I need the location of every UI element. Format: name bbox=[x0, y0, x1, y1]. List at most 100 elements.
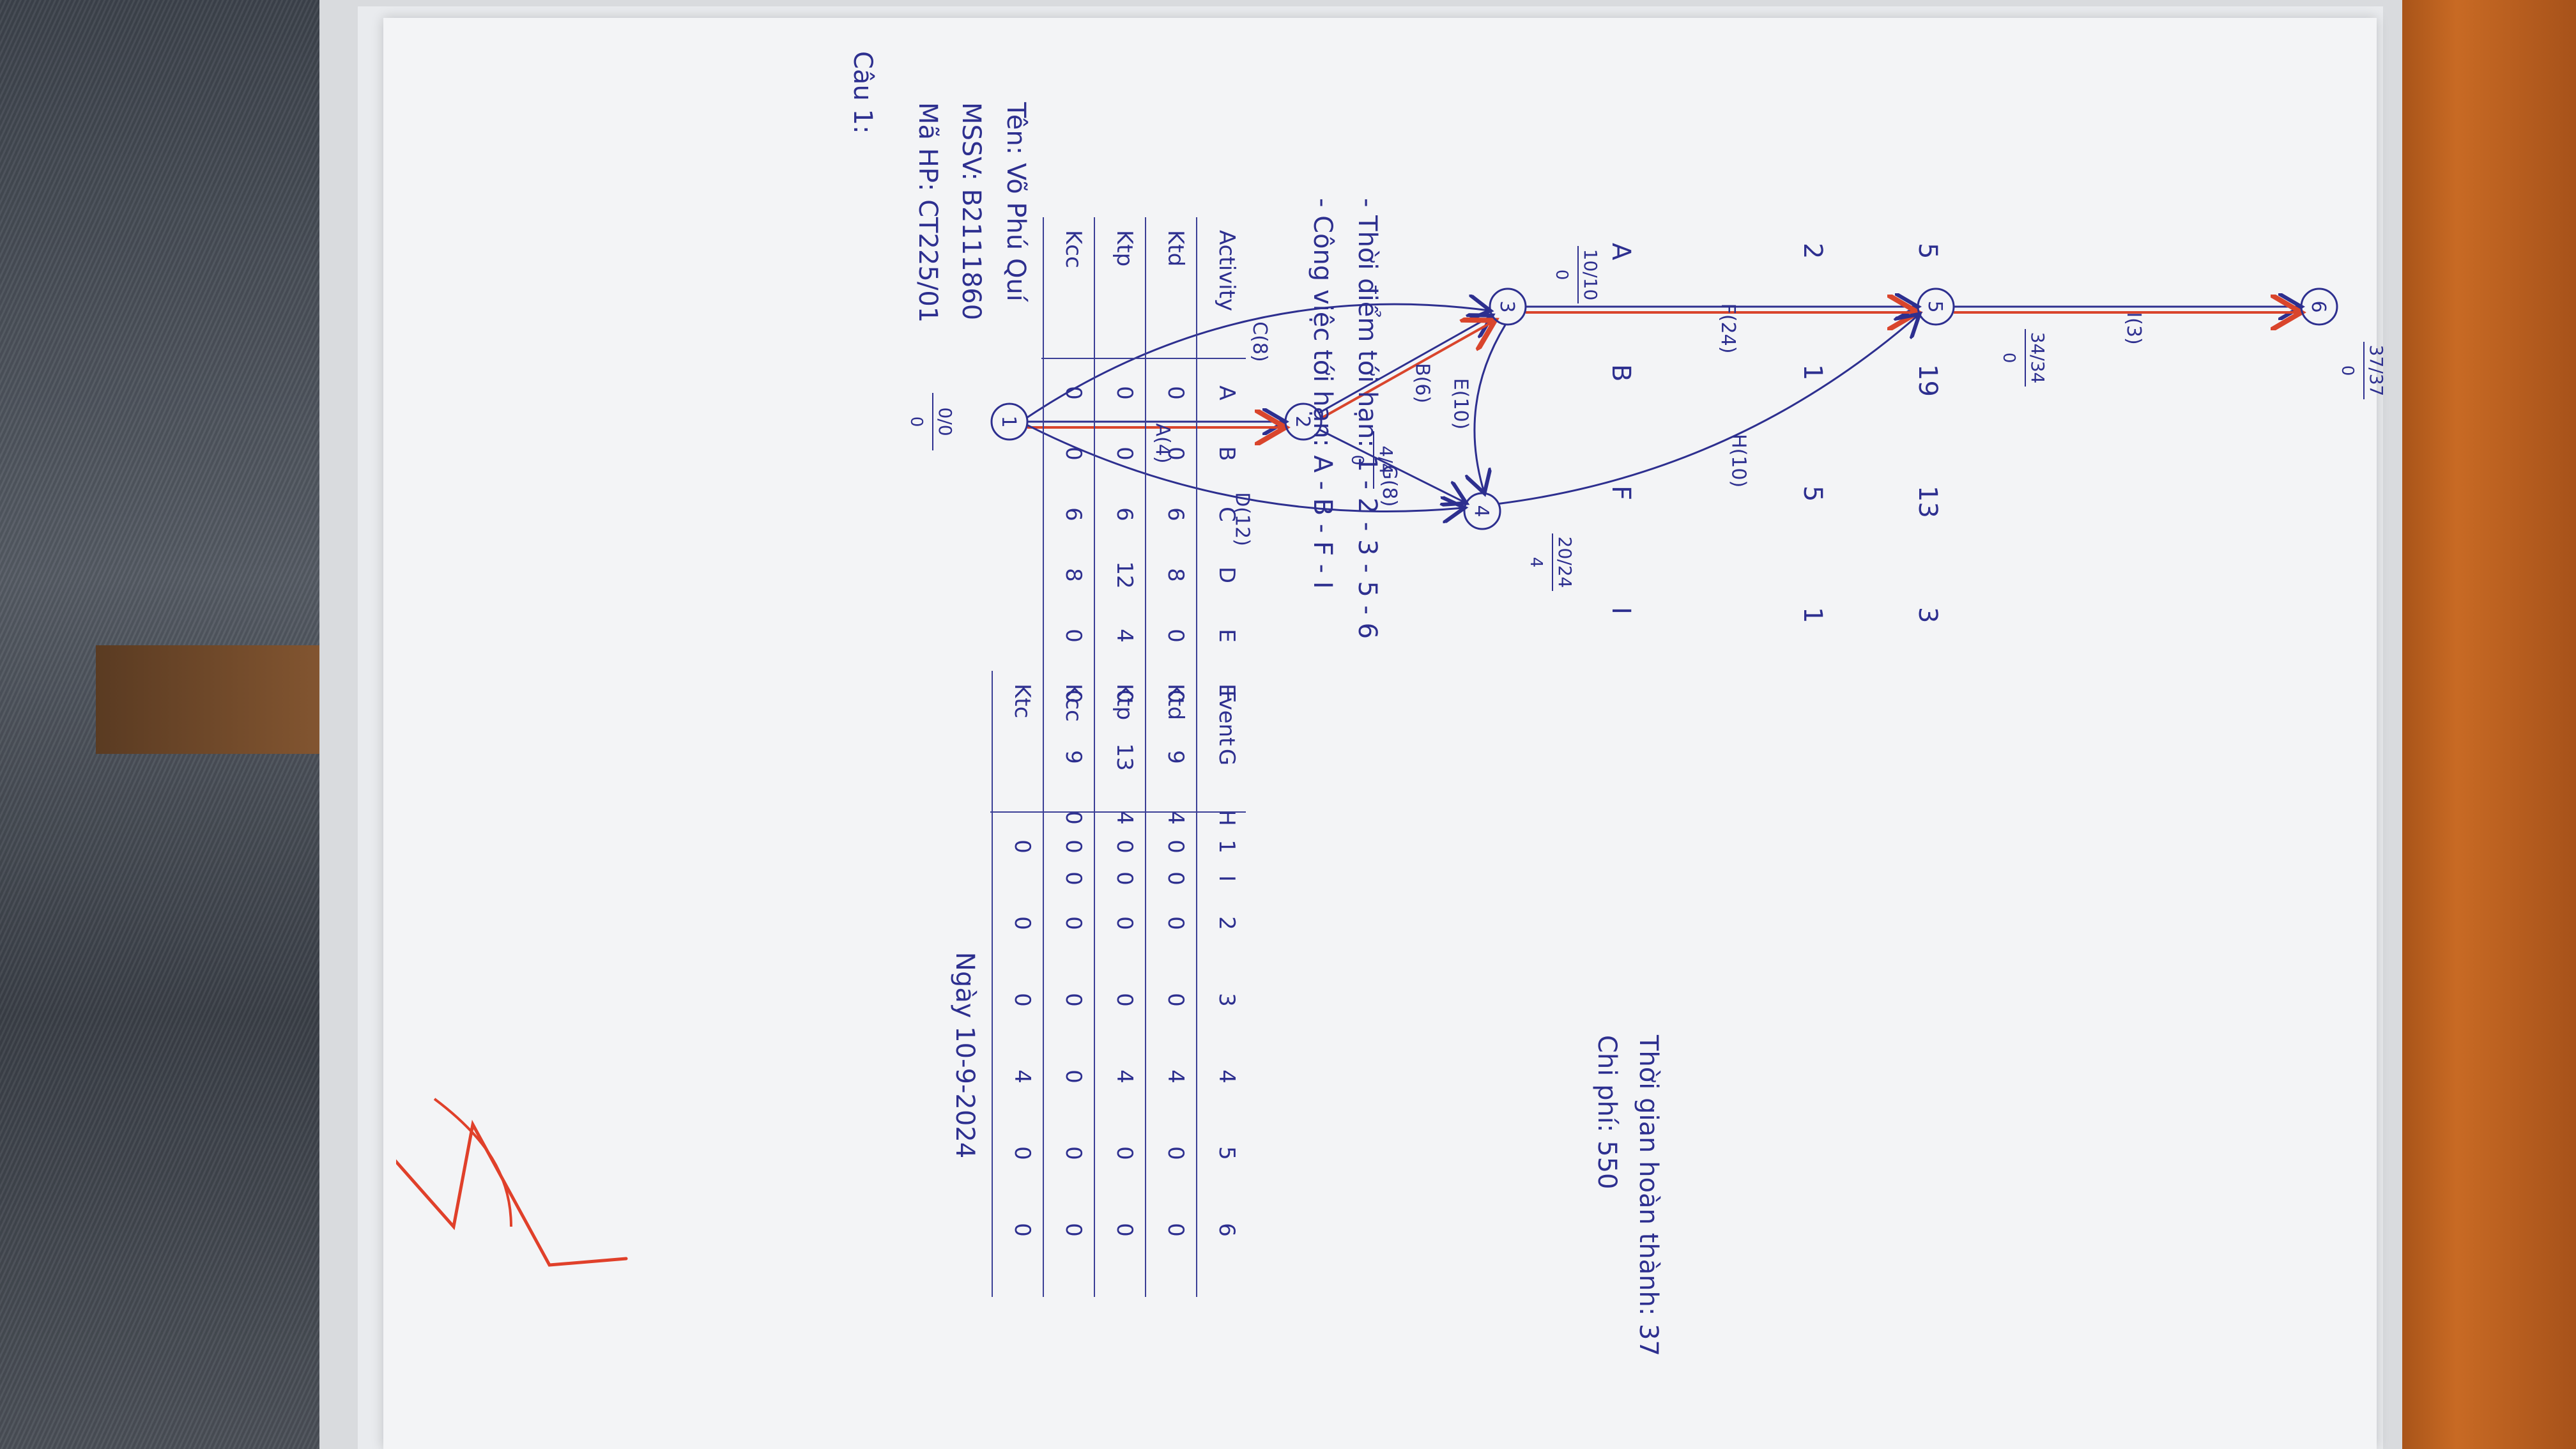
table-row-label: Ktp bbox=[1112, 230, 1137, 267]
edge-e bbox=[1475, 324, 1506, 493]
event-node-3: 3 10/10 0 bbox=[1489, 246, 1601, 326]
table-cell: 0 bbox=[1163, 993, 1188, 1007]
crash-value: 1 bbox=[1798, 364, 1827, 381]
table-column-header: C bbox=[1214, 507, 1239, 522]
event-times-5: 34/34 bbox=[2027, 332, 2048, 384]
svg-text:3: 3 bbox=[1496, 300, 1518, 312]
svg-text:1: 1 bbox=[997, 415, 1020, 427]
event-slack-6: 0 bbox=[2338, 365, 2357, 376]
table-vertical-divider bbox=[1041, 358, 1246, 359]
edge-label: F(24) bbox=[1717, 303, 1739, 354]
table-row-label: Ktp bbox=[1112, 684, 1137, 721]
event-node-4: 4 20/24 4 bbox=[1463, 492, 1575, 591]
event-times-4: 20/24 bbox=[1554, 537, 1575, 588]
table-cell: 0 bbox=[1061, 1223, 1086, 1237]
table-column-header: B bbox=[1214, 446, 1239, 461]
event-slack-1: 0 bbox=[907, 417, 926, 427]
table-cell: 0 bbox=[1061, 629, 1086, 643]
table-cell: 6 bbox=[1061, 507, 1086, 521]
edge-label: I(3) bbox=[2122, 312, 2145, 344]
edge-label: A(4) bbox=[1151, 423, 1174, 463]
table-cell: 6 bbox=[1163, 507, 1188, 521]
crash-cost: 3 bbox=[1913, 607, 1942, 624]
crash-activity: F bbox=[1606, 486, 1636, 501]
table-divider bbox=[1196, 671, 1197, 1297]
table-cell: 0 bbox=[1009, 916, 1035, 930]
table-row-label: Ktc bbox=[1009, 684, 1035, 719]
crash-value: 1 bbox=[1798, 607, 1827, 624]
table-column-header: 2 bbox=[1214, 916, 1239, 930]
edge-label: C(8) bbox=[1248, 321, 1271, 362]
table-cell: 0 bbox=[1061, 993, 1086, 1007]
crash-cost: 19 bbox=[1913, 364, 1942, 397]
event-times-2: 4/4 bbox=[1376, 445, 1397, 474]
red-grade-mark bbox=[396, 1059, 628, 1267]
table-cell: 0 bbox=[1112, 839, 1137, 854]
edge-label: D(12) bbox=[1230, 492, 1253, 546]
table-header-label: Activity bbox=[1214, 230, 1239, 312]
table-row-label: Ktd bbox=[1163, 684, 1188, 721]
table-divider bbox=[1094, 671, 1095, 1297]
table-cell: 0 bbox=[1163, 916, 1188, 930]
table-cell: 0 bbox=[1163, 447, 1188, 461]
table-cell: 0 bbox=[1061, 1070, 1086, 1084]
table-cell: 9 bbox=[1061, 750, 1086, 764]
table-cell: 4 bbox=[1009, 1070, 1035, 1084]
paper-sheet bbox=[383, 18, 2377, 1449]
table-column-header: 5 bbox=[1214, 1146, 1239, 1160]
table-cell: 0 bbox=[1163, 839, 1188, 854]
table-cell: 0 bbox=[1009, 1146, 1035, 1160]
table-cell: 13 bbox=[1112, 743, 1137, 771]
table-cell: 0 bbox=[1163, 1223, 1188, 1237]
table-cell: 0 bbox=[1163, 629, 1188, 643]
table-cell: 0 bbox=[1061, 916, 1086, 930]
handwritten-answer-sheet: Tên: Võ Phú Quí MSSV: B2111860 Mã HP: CT… bbox=[396, 13, 2389, 1444]
table-cell: 4 bbox=[1112, 1070, 1137, 1084]
table-cell: 0 bbox=[1061, 839, 1086, 854]
edge-label: H(10) bbox=[1728, 434, 1750, 487]
table-column-header: A bbox=[1214, 385, 1239, 401]
table-cell: 0 bbox=[1061, 447, 1086, 461]
table-cell: 0 bbox=[1112, 447, 1137, 461]
svg-text:4: 4 bbox=[1470, 505, 1492, 517]
table-cell: 0 bbox=[1061, 386, 1086, 400]
event-node-6: 6 37/37 0 bbox=[2300, 288, 2387, 399]
wooden-table-edge bbox=[2377, 0, 2576, 1449]
activity-network-diagram: A(4) C(8) D(12) B(6) G(8) E(10) F(24) H(10) I(3)… bbox=[907, 246, 2387, 591]
crash-activity: A bbox=[1606, 243, 1636, 261]
table-column-header: D bbox=[1214, 566, 1239, 584]
table-cell: 9 bbox=[1163, 750, 1188, 764]
table-cell: 0 bbox=[1112, 386, 1137, 400]
table-cell: 0 bbox=[1112, 1223, 1137, 1237]
table-cell: 0 bbox=[1009, 1223, 1035, 1237]
svg-text:2: 2 bbox=[1291, 415, 1314, 427]
event-node-1: 1 0/0 0 bbox=[907, 393, 1029, 450]
table-row-label: Ktd bbox=[1163, 230, 1188, 267]
table-cell: 8 bbox=[1163, 568, 1188, 582]
table-header-label: Event bbox=[1214, 684, 1239, 746]
svg-text:5: 5 bbox=[1924, 300, 1946, 312]
table-cell: 4 bbox=[1163, 1070, 1188, 1084]
edge-label: E(10) bbox=[1449, 378, 1471, 430]
event-slack-4: 4 bbox=[1526, 557, 1545, 568]
table-cell: 12 bbox=[1112, 561, 1137, 589]
table-cell: 6 bbox=[1112, 507, 1137, 521]
edge-label: B(6) bbox=[1411, 363, 1434, 403]
svg-text:6: 6 bbox=[2307, 300, 2329, 312]
table-column-header: 3 bbox=[1214, 993, 1239, 1007]
event-times-6: 37/37 bbox=[2366, 345, 2387, 397]
table-column-header: 4 bbox=[1214, 1070, 1239, 1084]
event-times-3: 10/10 bbox=[1580, 249, 1601, 301]
event-node-5: 5 34/34 0 bbox=[1917, 288, 2048, 387]
table-cell: 0 bbox=[1009, 839, 1035, 854]
crash-cost: 5 bbox=[1913, 243, 1942, 259]
crash-cost: 13 bbox=[1913, 486, 1942, 518]
edge-g bbox=[1319, 429, 1466, 503]
critical-path-b bbox=[1321, 321, 1495, 419]
table-cell: 4 bbox=[1112, 629, 1137, 643]
table-cell: 0 bbox=[1061, 1146, 1086, 1160]
table-column-header: 1 bbox=[1214, 839, 1239, 854]
crash-value: 2 bbox=[1798, 243, 1827, 259]
table-divider bbox=[992, 671, 993, 1297]
